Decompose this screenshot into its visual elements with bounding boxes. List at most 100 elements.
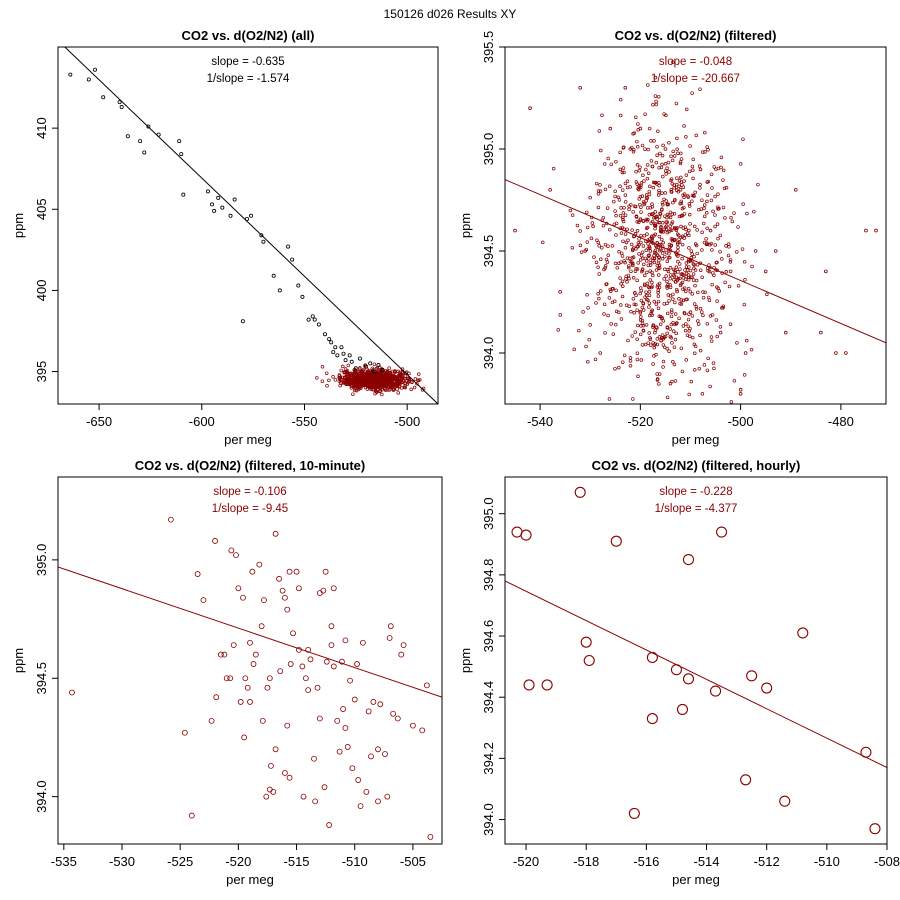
cluster-point — [693, 190, 698, 195]
x-tick-label: -520 — [225, 854, 251, 869]
x-tick-label: -525 — [167, 854, 193, 869]
cluster-point — [660, 316, 664, 321]
cluster-point — [736, 225, 740, 229]
cluster-point — [594, 181, 599, 186]
cluster-point — [724, 185, 729, 190]
cluster-point — [630, 228, 634, 232]
cluster-point — [727, 284, 732, 289]
cluster-point — [661, 174, 665, 179]
cluster-point — [744, 338, 749, 343]
cluster-point — [669, 190, 674, 194]
cluster-point — [705, 193, 710, 197]
cluster-point — [663, 169, 668, 173]
cluster-point — [677, 240, 682, 244]
cluster-point — [607, 184, 612, 189]
cluster-point — [693, 351, 697, 356]
cluster-point — [621, 219, 626, 224]
cluster-point — [632, 302, 637, 306]
data-point — [372, 369, 377, 374]
cluster-point — [397, 376, 401, 380]
data-point — [331, 350, 336, 355]
cluster-point — [712, 366, 716, 371]
cluster-point — [634, 404, 637, 407]
panel-title: CO2 vs. d(O2/N2) (all) — [182, 28, 315, 43]
cluster-point — [681, 276, 686, 280]
cluster-point — [416, 372, 421, 376]
cluster-point — [365, 382, 370, 386]
cluster-point — [638, 185, 643, 190]
cluster-point — [667, 140, 671, 145]
cluster-point — [716, 207, 720, 211]
cluster-point — [670, 341, 674, 345]
series-filtered — [513, 75, 893, 396]
cluster-point — [677, 184, 681, 189]
cluster-point — [672, 345, 677, 349]
cluster-point — [635, 139, 639, 144]
cluster-point — [590, 221, 595, 225]
data-point — [247, 699, 253, 705]
cluster-point — [716, 236, 720, 241]
cluster-point — [629, 242, 634, 247]
data-point — [142, 150, 147, 155]
data-point — [890, 229, 893, 232]
y-tick-label: 395.0 — [481, 133, 496, 166]
data-point — [400, 642, 407, 649]
cluster-point — [716, 286, 720, 291]
cluster-point — [705, 321, 710, 326]
panel-title: CO2 vs. d(O2/N2) (filtered, 10-minute) — [135, 458, 365, 473]
cluster-point — [634, 214, 639, 219]
cluster-point — [705, 226, 709, 231]
cluster-point — [358, 367, 362, 371]
panel-co2-vs-o2n2-10-minute: CO2 vs. d(O2/N2) (filtered, 10-minute) p… — [11, 458, 443, 887]
data-point — [221, 651, 228, 658]
cluster-point — [635, 337, 639, 342]
cluster-point — [716, 205, 720, 209]
data-point — [316, 322, 321, 327]
cluster-point — [718, 249, 722, 254]
cluster-point — [662, 197, 666, 202]
cluster-point — [661, 365, 665, 369]
cluster-point — [665, 325, 670, 329]
cluster-point — [666, 283, 670, 287]
data-point — [419, 727, 426, 734]
cluster-point — [619, 206, 623, 210]
data-point — [210, 202, 215, 207]
cluster-point — [626, 338, 630, 343]
cluster-point — [657, 258, 661, 263]
cluster-point — [659, 225, 663, 230]
cluster-point — [619, 251, 624, 256]
cluster-point — [613, 261, 618, 266]
cluster-point — [630, 334, 634, 338]
cluster-point — [645, 196, 650, 200]
data-point — [277, 288, 282, 293]
cluster-point — [598, 148, 603, 153]
cluster-point — [673, 300, 677, 305]
cluster-point — [662, 277, 666, 281]
cluster-point — [604, 257, 609, 262]
cluster-point — [632, 311, 636, 315]
x-tick-label: -550 — [291, 414, 317, 429]
cluster-point — [631, 275, 636, 280]
cluster-point — [706, 356, 710, 361]
cluster-point — [602, 312, 606, 316]
cluster-point — [380, 367, 384, 371]
series-10-minute — [69, 516, 434, 840]
cluster-point — [713, 243, 717, 247]
data-point — [259, 233, 264, 238]
data-point — [710, 685, 722, 697]
cluster-point — [353, 388, 357, 393]
data-point — [638, 126, 643, 131]
cluster-point — [407, 371, 411, 376]
cluster-point — [668, 224, 672, 228]
cluster-point — [626, 238, 630, 243]
y-axis-label: ppm — [458, 648, 473, 673]
data-point — [213, 694, 220, 701]
cluster-point — [613, 194, 617, 199]
cluster-point — [654, 160, 659, 165]
cluster-point — [655, 144, 659, 149]
cluster-point — [644, 290, 648, 294]
data-point — [240, 319, 245, 324]
data-point — [258, 623, 265, 630]
data-point — [316, 590, 323, 596]
cluster-point — [648, 184, 652, 189]
